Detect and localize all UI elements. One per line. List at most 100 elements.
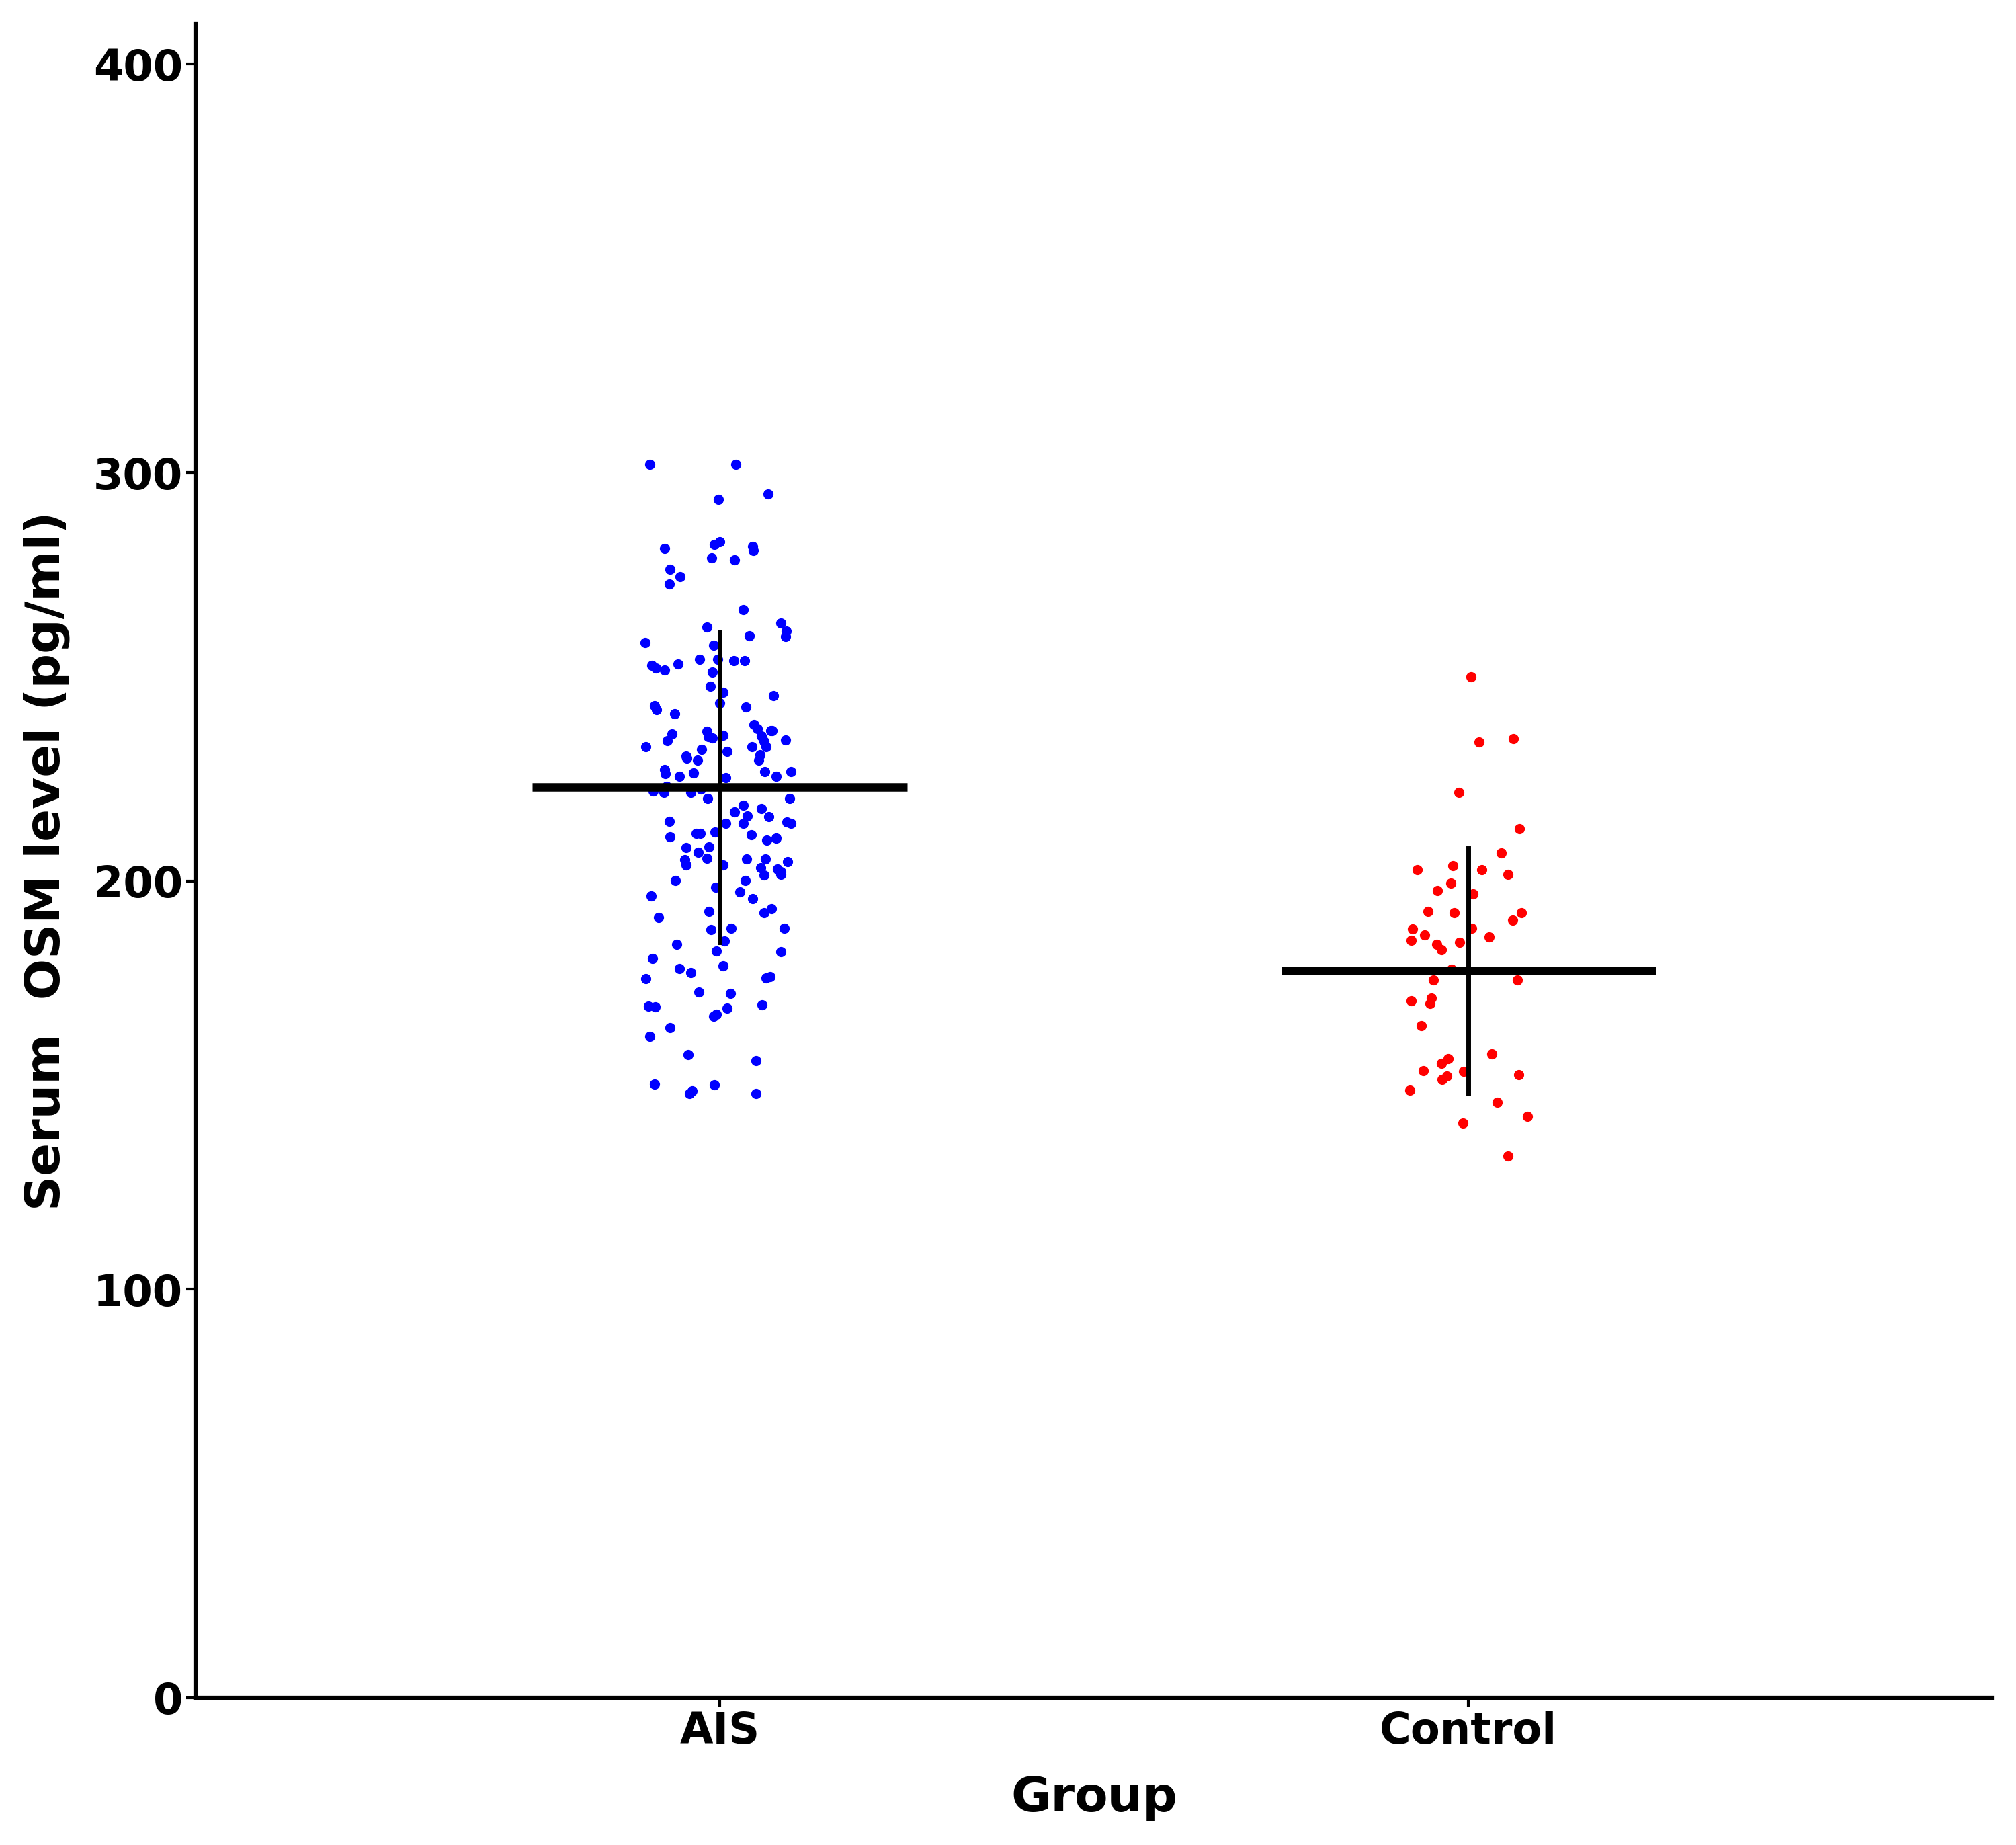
Point	[629, 732, 661, 762]
Point	[698, 1002, 730, 1031]
Point	[1425, 1048, 1458, 1077]
Point	[639, 993, 671, 1022]
Point	[653, 570, 685, 600]
Point	[768, 913, 800, 943]
Point	[1504, 814, 1536, 843]
Point	[655, 720, 687, 749]
Point	[734, 622, 766, 651]
Point	[758, 681, 790, 710]
Point	[633, 450, 665, 480]
Point	[637, 945, 669, 974]
Point	[651, 727, 683, 756]
Point	[774, 784, 806, 814]
Point	[1413, 989, 1445, 1018]
Point	[639, 1068, 671, 1098]
Point	[653, 1013, 685, 1042]
Point	[691, 718, 724, 747]
Point	[696, 723, 728, 753]
Point	[1447, 1057, 1480, 1087]
Point	[748, 727, 780, 756]
Point	[718, 544, 750, 574]
Point	[675, 1076, 708, 1105]
Point	[708, 950, 740, 980]
Point	[736, 732, 768, 762]
Point	[744, 852, 776, 882]
Point	[712, 736, 744, 766]
Point	[700, 937, 732, 967]
Point	[1466, 856, 1498, 886]
Point	[724, 876, 756, 906]
Point	[764, 856, 796, 886]
Point	[649, 758, 681, 788]
Point	[675, 779, 708, 808]
Point	[675, 958, 708, 987]
Point	[669, 845, 702, 875]
Point	[698, 1070, 730, 1100]
Point	[1437, 899, 1470, 928]
Point	[708, 926, 740, 956]
Point	[1421, 930, 1454, 959]
Point	[774, 808, 806, 838]
Point	[1492, 1142, 1524, 1172]
Point	[764, 609, 796, 638]
Point	[663, 954, 696, 983]
Point	[685, 734, 718, 764]
Point	[669, 834, 702, 863]
Point	[754, 961, 786, 991]
Point	[643, 902, 675, 932]
Point	[1443, 928, 1476, 958]
Point	[1437, 851, 1470, 880]
Point	[1456, 913, 1488, 943]
Point	[1474, 922, 1506, 952]
Point	[730, 692, 762, 721]
Point	[683, 819, 716, 849]
Point	[750, 825, 782, 854]
Point	[1431, 1061, 1464, 1090]
Point	[1411, 897, 1443, 926]
Point	[649, 755, 681, 784]
Point	[772, 847, 804, 876]
Point	[663, 561, 696, 590]
Point	[738, 535, 770, 565]
Point	[770, 616, 802, 646]
Point	[694, 897, 726, 926]
Point	[748, 860, 780, 889]
Point	[736, 884, 768, 913]
Point	[1407, 1055, 1439, 1085]
Point	[696, 915, 728, 945]
Point	[700, 817, 732, 847]
Point	[712, 993, 744, 1022]
Point	[1456, 662, 1488, 692]
Point	[742, 714, 774, 744]
Point	[698, 631, 730, 661]
Point	[691, 721, 724, 751]
Point	[629, 627, 661, 657]
Y-axis label: Serum  OSM level (pg/ml): Serum OSM level (pg/ml)	[24, 511, 71, 1210]
Point	[1512, 1101, 1544, 1131]
Point	[653, 823, 685, 852]
Point	[1458, 880, 1490, 910]
Point	[746, 989, 778, 1018]
Point	[1415, 983, 1447, 1013]
Point	[1425, 935, 1458, 965]
Point	[700, 1000, 732, 1030]
Point	[629, 965, 661, 994]
Point	[1496, 906, 1528, 935]
Point	[718, 797, 750, 827]
Point	[639, 653, 671, 683]
Point	[752, 803, 784, 832]
Point	[641, 696, 673, 725]
Point	[740, 1079, 772, 1109]
Point	[679, 819, 712, 849]
Point	[669, 851, 702, 880]
Point	[1482, 1087, 1514, 1116]
Point	[728, 594, 760, 624]
Point	[762, 854, 794, 884]
Point	[710, 808, 742, 838]
Point	[681, 745, 714, 775]
Point	[694, 672, 726, 701]
Point	[756, 716, 788, 745]
Point	[756, 893, 788, 922]
Point	[683, 978, 716, 1007]
Point	[714, 978, 746, 1007]
